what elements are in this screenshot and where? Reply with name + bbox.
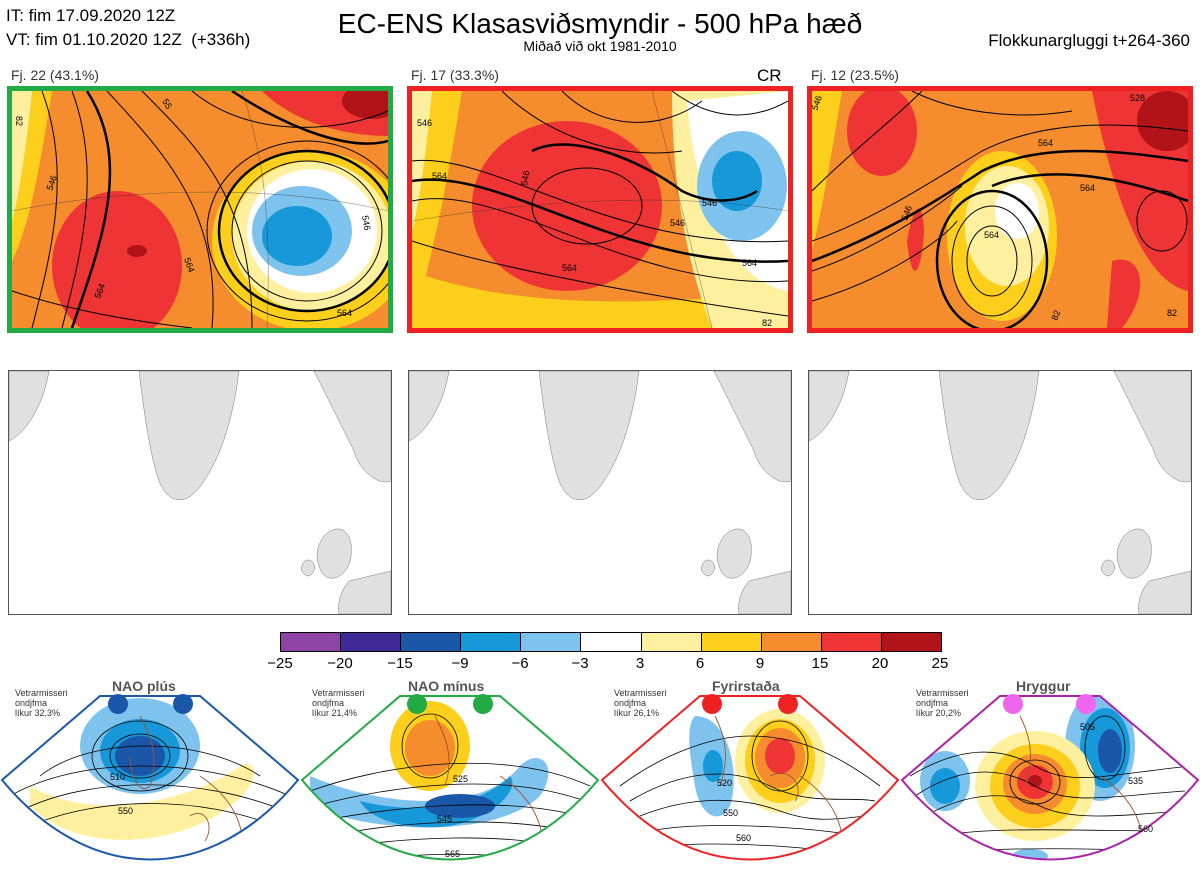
contour-label: 82: [1049, 309, 1062, 322]
page-title: EC-ENS Klasasviðsmyndir - 500 hPa hæð: [337, 8, 863, 39]
colorbar-tick: 6: [695, 655, 705, 672]
valid-time: VT: fim 01.10.2020 12Z (+336h): [6, 30, 251, 49]
contour-label: 550: [118, 806, 133, 816]
cluster-map-3[interactable]: 546 564 546 564 564 528 82 82: [807, 86, 1193, 333]
regime-2-title: NAO mínus: [408, 678, 485, 694]
contour-label: 564: [562, 263, 577, 273]
contour-label: 546: [360, 215, 372, 232]
contour-label: 520: [717, 778, 732, 788]
contour-label: 564: [1080, 183, 1095, 193]
contour-label: 82: [762, 318, 772, 328]
regime-4-map: 505 535 560: [900, 694, 1200, 861]
regime-4-side: Vetrarmisseri ondjfma líkur 20,2%: [916, 688, 969, 718]
colorbar-segment: [640, 633, 701, 651]
regime-ridge[interactable]: Vetrarmisseri ondjfma líkur 20,2% Hryggur: [900, 676, 1200, 871]
contour-label: 550: [723, 808, 738, 818]
colorbar-tick: 25: [931, 655, 949, 672]
contour-label: 565: [445, 849, 460, 859]
colorbar-tick: 20: [871, 655, 889, 672]
colorbar-tick: 15: [811, 655, 829, 672]
page-subtitle: Miðað við okt 1981-2010: [523, 38, 677, 54]
contour-label: 546: [519, 170, 531, 187]
landmass-map-3: [809, 371, 1191, 614]
colorbar-segment: [400, 633, 461, 651]
colorbar-tick: −15: [387, 655, 413, 672]
regime-nao-plus[interactable]: Vetrarmisseri ondjfma líkur 32,3% NAO plús: [0, 676, 300, 871]
regime-1-map: 510 550: [0, 694, 300, 861]
contour-label: 564: [92, 282, 107, 300]
regime-1-title: NAO plús: [112, 678, 176, 694]
contour-label: 545: [437, 814, 452, 824]
contour-label: 546: [670, 218, 685, 228]
contour-label: 546: [702, 198, 717, 208]
colorbar-segment: [460, 633, 521, 651]
contour-label: 525: [453, 774, 468, 784]
contour-label: 564: [337, 308, 352, 318]
regime-3-title: Fyrirstaða: [712, 678, 780, 694]
cluster-3-label: Fj. 12 (23.5%): [811, 67, 899, 83]
contour-label: 564: [1038, 138, 1053, 148]
regime-2-map: 525 545 565: [300, 694, 600, 861]
contour-label: 528: [1130, 93, 1145, 103]
contour-label: 546: [899, 204, 914, 222]
colorbar-ticks: −25 −20 −15 −9 −6 −3 3 6 9 15 20 25: [260, 655, 960, 675]
empty-map-1[interactable]: [8, 370, 392, 615]
colorbar-segment: [340, 633, 401, 651]
contour-label: 546: [417, 118, 432, 128]
contour-label: 560: [1138, 824, 1153, 834]
cluster-2-label: Fj. 17 (33.3%): [411, 67, 499, 83]
landmass-map-1: [9, 371, 391, 614]
contour-label: 560: [736, 833, 751, 843]
colorbar-segment: [281, 633, 341, 651]
colorbar-segment: [520, 633, 581, 651]
contour-label: 546: [44, 174, 59, 192]
colorbar: [280, 632, 942, 652]
cluster-window: Flokkunargluggi t+264-360: [988, 31, 1190, 50]
cluster-1-label: Fj. 22 (43.1%): [11, 67, 99, 83]
contour-label: 505: [1080, 722, 1095, 732]
regime-3-side: Vetrarmisseri ondjfma líkur 26,1%: [614, 688, 667, 718]
colorbar-tick: −3: [571, 655, 589, 672]
colorbar-segment: [700, 633, 761, 651]
regime-1-side: Vetrarmisseri ondjfma líkur 32,3%: [15, 688, 68, 718]
cluster-map-1[interactable]: 564 546 564 564 546 82 55: [7, 86, 393, 333]
cluster-1-field: 564 546 564 564 546 82 55: [12, 91, 388, 328]
regime-3-map: 520 550 560: [600, 694, 900, 861]
contour-label: 564: [984, 230, 999, 240]
regime-4-title: Hryggur: [1016, 678, 1071, 694]
empty-map-2[interactable]: [408, 370, 792, 615]
contour-label: 535: [1128, 776, 1143, 786]
colorbar-tick: −25: [267, 655, 293, 672]
contour-label: 564: [182, 256, 197, 274]
init-time: IT: fim 17.09.2020 12Z: [6, 6, 176, 25]
landmass-map-2: [409, 371, 791, 614]
empty-map-3[interactable]: [808, 370, 1192, 615]
cluster-2-badge: CR: [757, 66, 782, 85]
contour-label: 55: [160, 97, 174, 111]
regime-nao-minus[interactable]: Vetrarmisseri ondjfma líkur 21,4% NAO mínu…: [300, 676, 600, 871]
colorbar-segment: [880, 633, 942, 651]
colorbar-segment: [580, 633, 641, 651]
contour-label: 564: [432, 171, 447, 181]
colorbar-tick: 9: [755, 655, 765, 672]
contour-label: 564: [742, 258, 757, 268]
contour-label: 510: [110, 772, 125, 782]
cluster-2-field: 546 564 546 546 564 546 564 82: [412, 91, 788, 328]
colorbar-tick: −9: [451, 655, 469, 672]
contour-label: 82: [14, 116, 24, 126]
cluster-3-field: 546 564 546 564 564 528 82 82: [812, 91, 1188, 328]
colorbar-segment: [820, 633, 881, 651]
regime-2-side: Vetrarmisseri ondjfma líkur 21,4%: [312, 688, 365, 718]
colorbar-tick: −20: [327, 655, 353, 672]
colorbar-tick: −6: [511, 655, 529, 672]
colorbar-segment: [760, 633, 821, 651]
colorbar-tick: 3: [635, 655, 645, 672]
cluster-map-2[interactable]: 546 564 546 546 564 546 564 82: [407, 86, 793, 333]
contour-label: 82: [1167, 308, 1177, 318]
regime-blocking[interactable]: Vetrarmisseri ondjfma líkur 26,1% Fyrirsta…: [600, 676, 900, 871]
